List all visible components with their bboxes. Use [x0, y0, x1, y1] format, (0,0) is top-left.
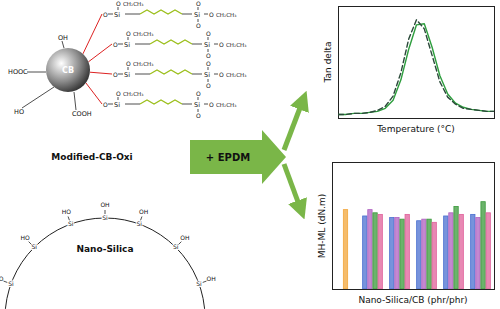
svg-text:COOH: COOH [72, 110, 92, 118]
svg-text:CB: CB [62, 66, 74, 75]
svg-text:CH₂CH₃: CH₂CH₃ [226, 72, 246, 78]
svg-text:CH₂CH₃: CH₂CH₃ [123, 91, 143, 97]
svg-text:O: O [116, 90, 121, 97]
svg-text:Si: Si [204, 71, 210, 79]
svg-text:Si: Si [194, 101, 200, 109]
svg-text:O: O [206, 52, 211, 59]
svg-text:O: O [206, 30, 211, 37]
svg-text:HOOC: HOOC [8, 68, 28, 76]
svg-text:O: O [126, 30, 131, 37]
svg-text:O: O [196, 0, 201, 7]
svg-text:OH: OH [139, 208, 148, 215]
svg-text:Si: Si [114, 101, 120, 109]
svg-text:O: O [196, 22, 201, 29]
svg-text:O: O [209, 101, 214, 108]
svg-text:HO: HO [20, 234, 30, 241]
svg-text:Si: Si [136, 220, 142, 227]
html-text:Nano-Silica/CB (phr/phr): Nano-Silica/CB (phr/phr) [358, 295, 468, 305]
svg-text:CH₂CH₃: CH₂CH₃ [216, 102, 236, 108]
svg-text:O: O [219, 71, 224, 78]
svg-text:HO: HO [62, 208, 72, 215]
svg-text:O: O [196, 90, 201, 97]
svg-text:CH₂CH₃: CH₂CH₃ [123, 1, 143, 7]
svg-text:O: O [206, 60, 211, 67]
html-text:Temperature (°C): Temperature (°C) [377, 124, 455, 134]
svg-text:Si: Si [102, 214, 108, 221]
svg-text:O: O [206, 82, 211, 89]
svg-text:CH₂CH₃: CH₂CH₃ [133, 31, 153, 37]
svg-text:O: O [103, 101, 108, 108]
svg-text:O: O [116, 0, 121, 7]
svg-text:Si: Si [114, 11, 120, 19]
svg-text:CH₂CH₃: CH₂CH₃ [133, 61, 153, 67]
svg-text:Si: Si [196, 280, 202, 287]
svg-text:Si: Si [124, 41, 130, 49]
svg-text:Nano-Silica: Nano-Silica [76, 244, 133, 254]
svg-text:Si: Si [32, 243, 38, 250]
svg-text:Si: Si [194, 11, 200, 19]
svg-text:OH: OH [207, 275, 216, 282]
html-text:Tan delta: Tan delta [323, 41, 333, 83]
svg-text:Si: Si [173, 243, 179, 250]
svg-text:O: O [196, 112, 201, 119]
svg-text:CH₂CH₃: CH₂CH₃ [216, 12, 236, 18]
svg-text:O: O [219, 41, 224, 48]
svg-text:OH: OH [58, 34, 68, 42]
html-text:MH-ML (dN.m): MH-ML (dN.m) [317, 193, 327, 258]
svg-text:O: O [113, 41, 118, 48]
svg-text:+ EPDM: + EPDM [206, 152, 250, 163]
svg-text:Si: Si [204, 41, 210, 49]
svg-text:Si: Si [8, 280, 14, 287]
svg-text:O: O [113, 71, 118, 78]
svg-text:Si: Si [124, 71, 130, 79]
svg-text:O: O [103, 11, 108, 18]
svg-text:O: O [126, 60, 131, 67]
svg-text:OH: OH [180, 234, 189, 241]
svg-text:O: O [209, 11, 214, 18]
svg-text:Si: Si [68, 220, 74, 227]
svg-text:Modified-CB-Oxi: Modified-CB-Oxi [51, 152, 132, 162]
svg-text:HO: HO [0, 275, 4, 282]
svg-text:HO: HO [14, 108, 24, 116]
svg-text:CH₂CH₃: CH₂CH₃ [226, 42, 246, 48]
svg-text:OH: OH [100, 201, 109, 208]
